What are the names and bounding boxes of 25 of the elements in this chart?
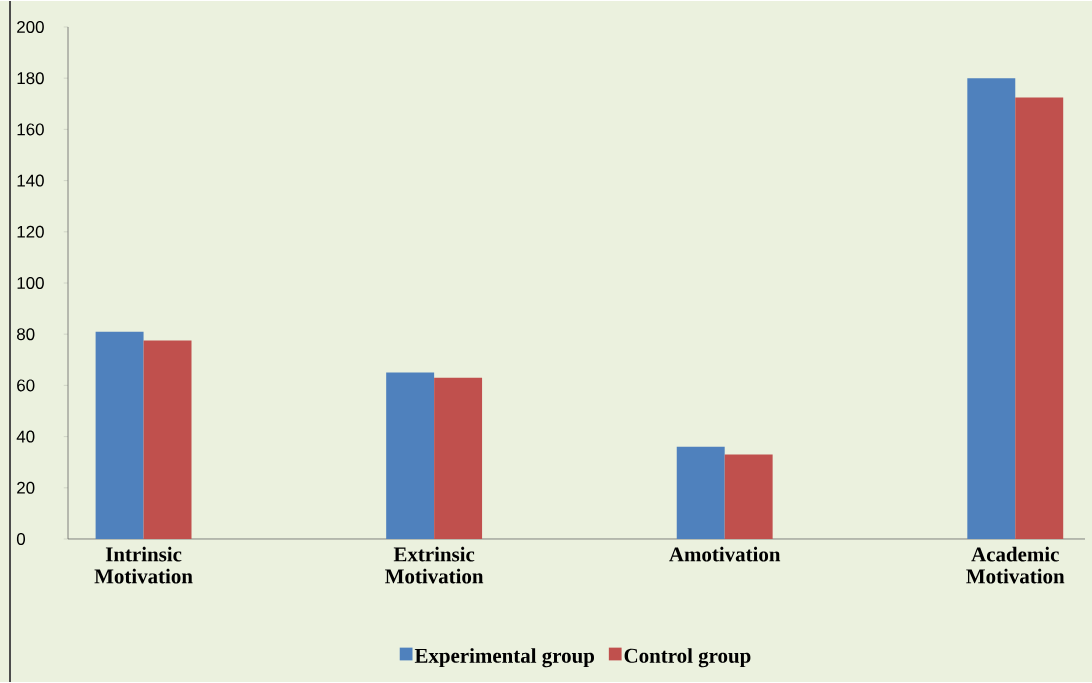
y-tick-label: 140: [17, 174, 44, 187]
y-tick-label: 160: [17, 123, 44, 136]
y-tick-label: 200: [17, 20, 44, 33]
x-tick-label: Extrinsic Motivation: [385, 546, 484, 584]
x-tick-label: Intrinsic Motivation: [94, 546, 193, 584]
y-tick-label: 180: [17, 72, 44, 85]
bar: [434, 377, 483, 539]
y-tick-label: 80: [17, 328, 35, 341]
legend-label: Experimental group: [414, 648, 594, 668]
y-tick-label: 100: [17, 276, 44, 289]
bar: [724, 454, 773, 539]
bar: [95, 331, 144, 539]
legend-label: Control group: [624, 648, 751, 668]
bar: [1015, 97, 1064, 539]
bar: [967, 78, 1016, 539]
bar: [676, 446, 725, 539]
y-tick-label: 120: [17, 225, 44, 238]
x-tick-label: Academic Motivation: [966, 546, 1065, 584]
y-tick-label: 60: [17, 379, 35, 392]
y-tick-label: 20: [17, 481, 35, 494]
bar: [386, 372, 435, 539]
x-tick-label: Amotivation: [669, 546, 781, 562]
bar: [143, 340, 192, 539]
y-tick-label: 0: [16, 532, 26, 545]
y-tick-label: 40: [16, 430, 35, 443]
